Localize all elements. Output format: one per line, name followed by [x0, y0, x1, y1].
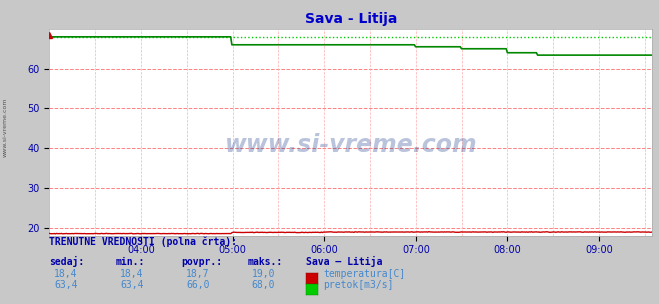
Text: TRENUTNE VREDNOSTI (polna črta):: TRENUTNE VREDNOSTI (polna črta):: [49, 236, 237, 247]
Text: Sava – Litija: Sava – Litija: [306, 256, 383, 268]
Text: 63,4: 63,4: [54, 280, 78, 290]
Text: povpr.:: povpr.:: [181, 257, 222, 268]
Text: www.si-vreme.com: www.si-vreme.com: [225, 133, 477, 157]
Text: 18,4: 18,4: [120, 269, 144, 279]
Text: www.si-vreme.com: www.si-vreme.com: [3, 98, 8, 157]
Text: 18,7: 18,7: [186, 269, 210, 279]
Text: temperatura[C]: temperatura[C]: [324, 269, 406, 279]
Text: 63,4: 63,4: [120, 280, 144, 290]
Title: Sava - Litija: Sava - Litija: [304, 12, 397, 26]
Text: min.:: min.:: [115, 257, 145, 268]
Text: 19,0: 19,0: [252, 269, 275, 279]
Text: 18,4: 18,4: [54, 269, 78, 279]
Text: maks.:: maks.:: [247, 257, 282, 268]
Text: 68,0: 68,0: [252, 280, 275, 290]
Text: 66,0: 66,0: [186, 280, 210, 290]
Text: pretok[m3/s]: pretok[m3/s]: [324, 280, 394, 290]
Text: sedaj:: sedaj:: [49, 256, 84, 268]
